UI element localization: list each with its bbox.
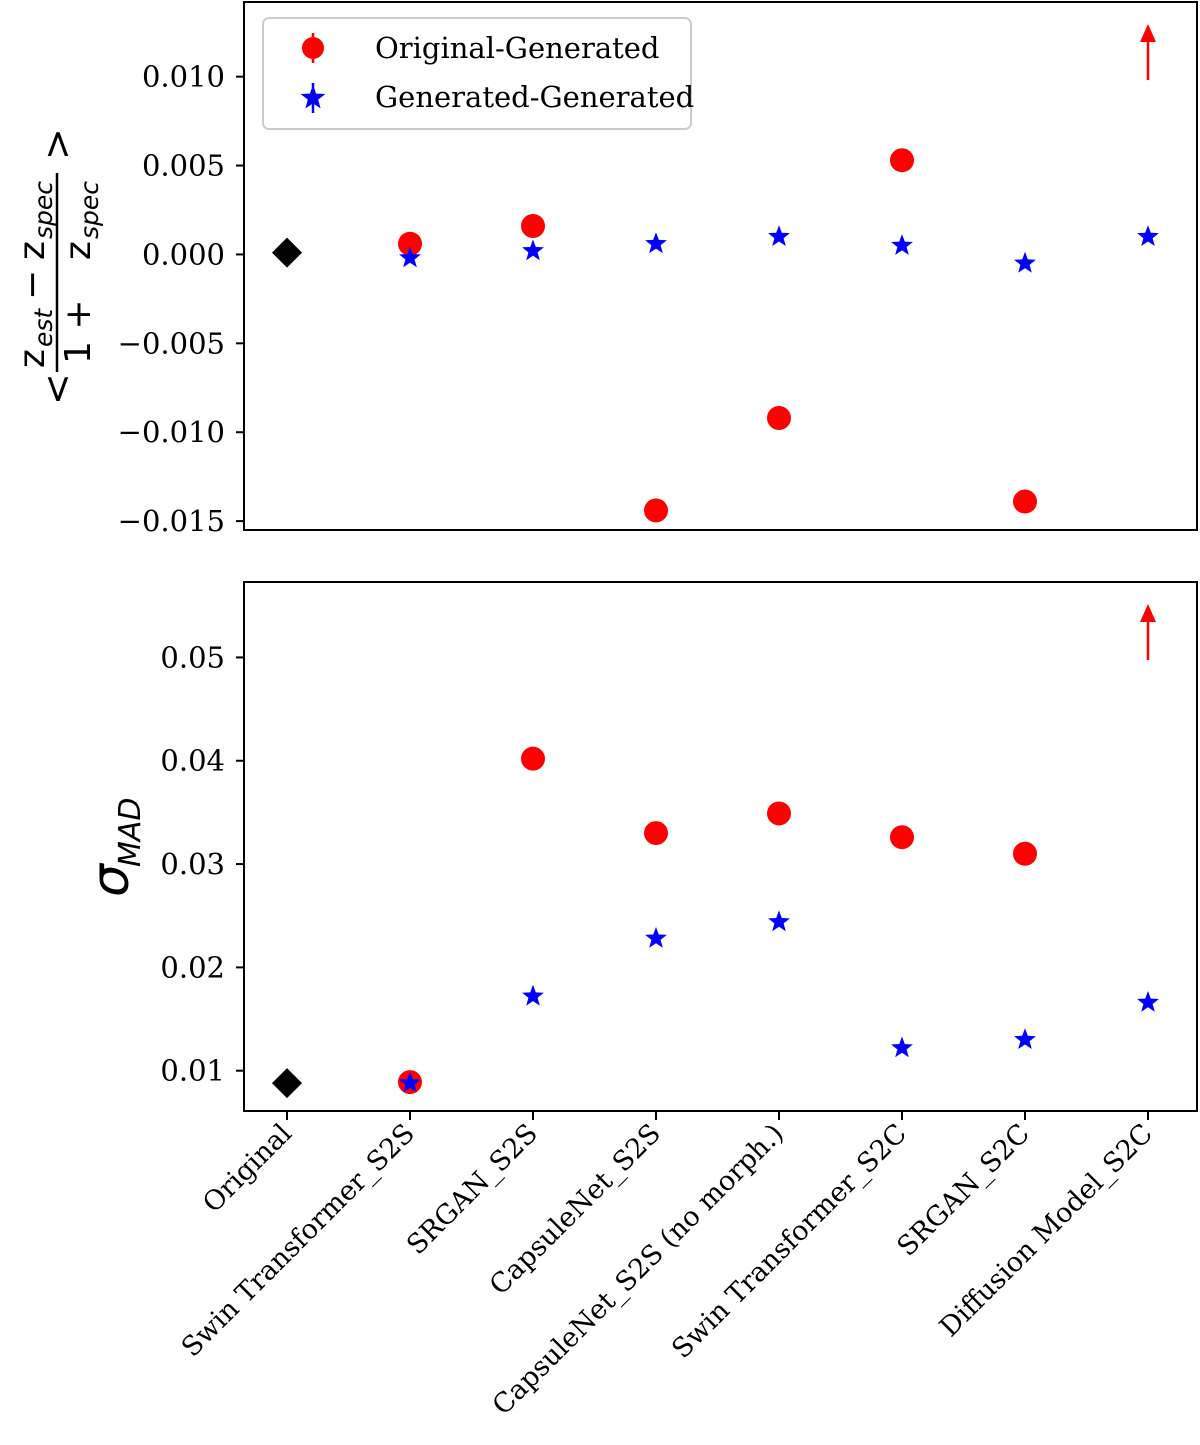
legend-marker-star (300, 85, 326, 109)
point-generated-generated-top (768, 225, 790, 246)
point-original-generated-bottom (767, 801, 791, 826)
legend-frame (262, 17, 692, 130)
point-original-generated-top (1013, 489, 1037, 514)
point-generated-generated-top (891, 234, 913, 255)
point-generated-generated-bottom (1137, 991, 1159, 1012)
ylabel-num-sub2: spec (29, 181, 58, 239)
point-generated-generated-bottom (768, 910, 790, 932)
reference-diamond-top (272, 237, 302, 268)
y-tick-label-bottom: 0.05 (160, 640, 225, 674)
point-original-generated-bottom (521, 746, 545, 771)
x-tick-label: Swin Transformer_S2C (666, 1118, 913, 1365)
ylabel-open-angle: < (35, 373, 79, 405)
point-generated-generated-bottom (1014, 1028, 1036, 1049)
point-generated-generated-bottom (891, 1036, 913, 1058)
point-generated-generated-top (1014, 251, 1036, 273)
ylabel-sigma: σ (81, 862, 141, 897)
data-points-bottom (272, 604, 1159, 1099)
point-original-generated-bottom (644, 821, 668, 846)
y-tick-label-top: −0.015 (118, 504, 225, 538)
y-tick-label-bottom: 0.02 (160, 950, 225, 984)
y-tick-label-top: −0.010 (118, 415, 225, 449)
ylabel-den-sub: spec (75, 181, 104, 239)
point-generated-generated-bottom (645, 927, 667, 948)
ylabel-num-minus: − (12, 270, 53, 300)
point-generated-generated-top (645, 232, 667, 254)
point-generated-generated-bottom (522, 984, 544, 1006)
offscale-arrow-head-top (1140, 24, 1156, 42)
point-original-generated-top (890, 148, 914, 173)
x-tick-label: Original (197, 1118, 298, 1219)
y-axis-label-bottom: σ MAD (81, 797, 148, 897)
point-original-generated-bottom (890, 825, 914, 850)
x-tick-label: Diffusion Model_S2C (934, 1118, 1159, 1343)
ylabel-num-sub1: est (29, 308, 58, 347)
ylabel-close-angle: > (35, 128, 79, 160)
point-generated-generated-top (522, 239, 544, 261)
y-tick-label-bottom: 0.04 (160, 744, 225, 778)
ylabel-den-z: z (58, 241, 99, 260)
x-tick-label: Swin Transformer_S2S (176, 1118, 421, 1363)
ylabel-sigma-sub: MAD (113, 797, 148, 867)
y-tick-label-top: 0.010 (142, 60, 225, 94)
y-tick-label-bottom: 0.03 (160, 847, 225, 881)
ylabel-num-z1: z (12, 349, 53, 368)
reference-diamond-bottom (272, 1068, 302, 1099)
axes-frame-top (243, 1, 1198, 531)
point-generated-generated-bottom (399, 1071, 421, 1093)
legend-label-generated-generated: Generated-Generated (375, 80, 694, 114)
axes-frame-bottom (243, 581, 1198, 1112)
legend-marker-circle (302, 37, 324, 59)
y-axis-label-top: < z est − z spec 1 + z spec > (12, 128, 104, 405)
point-original-generated-top (521, 214, 545, 238)
point-generated-generated-top (399, 246, 421, 268)
point-original-generated-top (767, 406, 791, 430)
legend: Original-Generated Generated-Generated (262, 17, 694, 130)
y-tick-label-top: 0.000 (142, 237, 225, 271)
point-original-generated-bottom (1013, 841, 1037, 866)
y-tick-label-bottom: 0.01 (160, 1054, 225, 1088)
y-tick-label-top: −0.005 (118, 326, 225, 360)
panel-sigma-mad: 0.01 0.02 0.03 0.04 0.05 σ MAD (81, 581, 1198, 1112)
data-points-top (272, 24, 1159, 523)
panel-mean-bias: −0.015 −0.010 −0.005 0.000 0.005 0.010 Origin… (12, 1, 1198, 538)
point-original-generated-top (398, 231, 422, 256)
y-tick-label-top: 0.005 (142, 149, 225, 183)
point-original-generated-top (644, 498, 668, 523)
offscale-arrow-head-bottom (1140, 604, 1156, 622)
point-generated-generated-top (1137, 225, 1159, 246)
legend-label-original-generated: Original-Generated (375, 31, 660, 65)
ylabel-den-prefix: 1 + (58, 299, 99, 364)
y-axis-ticks-top: −0.015 −0.010 −0.005 0.000 0.005 0.010 (118, 60, 244, 538)
ylabel-num-z2: z (12, 241, 53, 260)
y-axis-ticks-bottom: 0.01 0.02 0.03 0.04 0.05 (160, 640, 244, 1088)
